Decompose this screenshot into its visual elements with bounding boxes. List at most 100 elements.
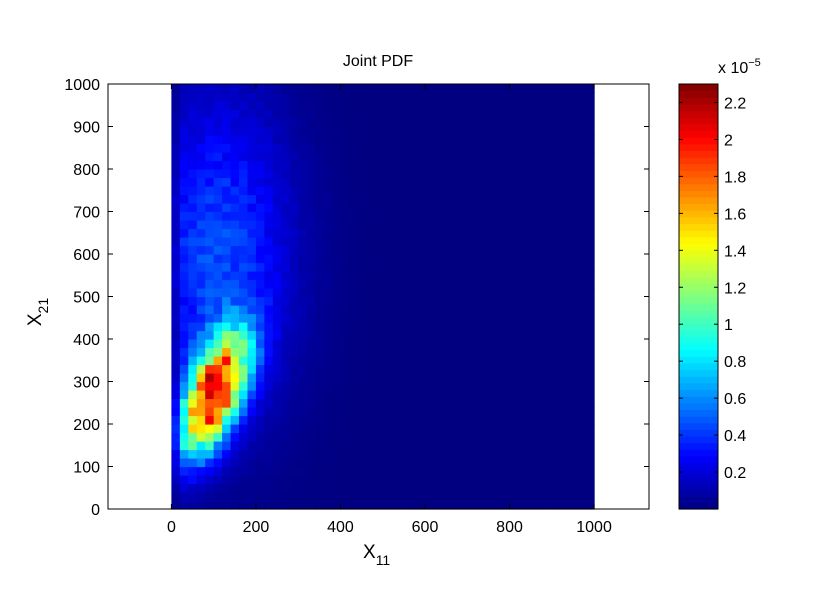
heatmap-cell (306, 313, 316, 323)
heatmap-cell (323, 228, 333, 238)
heatmap-cell (239, 330, 249, 340)
heatmap-cell (399, 305, 409, 315)
heatmap-cell (501, 483, 511, 493)
heatmap-cell (458, 466, 468, 476)
heatmap-cell (568, 339, 578, 349)
heatmap-cell (188, 288, 198, 298)
heatmap-cell (458, 483, 468, 493)
heatmap-cell (492, 466, 502, 476)
heatmap-cell (264, 305, 274, 315)
heatmap-cell (391, 84, 401, 94)
heatmap-cell (416, 347, 426, 357)
heatmap-cell (222, 415, 232, 425)
heatmap-cell (255, 228, 265, 238)
heatmap-cell (484, 381, 494, 391)
heatmap-cell (484, 194, 494, 204)
heatmap-cell (484, 271, 494, 281)
heatmap-cell (281, 415, 291, 425)
heatmap-cell (323, 254, 333, 264)
heatmap-cell (272, 118, 282, 128)
heatmap-cell (315, 424, 325, 434)
heatmap-cell (374, 373, 384, 383)
heatmap-cell (568, 279, 578, 289)
heatmap-cell (543, 424, 553, 434)
heatmap-cell (501, 126, 511, 136)
heatmap-cell (255, 101, 265, 111)
heatmap-cell (357, 203, 367, 213)
heatmap-cell (450, 398, 460, 408)
heatmap-cell (551, 373, 561, 383)
heatmap-cell (543, 475, 553, 485)
heatmap-cell (551, 262, 561, 272)
heatmap-cell (509, 118, 519, 128)
heatmap-cell (205, 101, 215, 111)
heatmap-cell (171, 254, 181, 264)
heatmap-cell (332, 373, 342, 383)
heatmap-cell (188, 135, 198, 145)
heatmap-cell (264, 279, 274, 289)
heatmap-cell (467, 364, 477, 374)
heatmap-cell (568, 118, 578, 128)
heatmap-cell (568, 220, 578, 230)
heatmap-cell (348, 228, 358, 238)
colorbar-step (679, 170, 718, 178)
heatmap-cell (526, 194, 536, 204)
heatmap-cell (458, 458, 468, 468)
heatmap-cell (239, 254, 249, 264)
heatmap-cell (484, 483, 494, 493)
heatmap-cell (239, 220, 249, 230)
heatmap-cell (391, 177, 401, 187)
heatmap-cell (298, 160, 308, 170)
heatmap-cell (264, 228, 274, 238)
heatmap-cell (551, 254, 561, 264)
heatmap-cell (340, 424, 350, 434)
heatmap-cell (357, 186, 367, 196)
heatmap-cell (281, 143, 291, 153)
heatmap-cell (281, 262, 291, 272)
heatmap-cell (450, 373, 460, 383)
heatmap-cell (382, 288, 392, 298)
heatmap-cell (543, 305, 553, 315)
heatmap-cell (458, 288, 468, 298)
heatmap-cell (484, 415, 494, 425)
heatmap-cell (517, 169, 528, 179)
heatmap-cell (272, 432, 282, 442)
heatmap-cell (475, 84, 485, 94)
heatmap-cell (551, 245, 561, 255)
heatmap-cell (475, 500, 485, 510)
heatmap-cell (484, 432, 494, 442)
heatmap-cell (382, 101, 392, 111)
heatmap-cell (365, 245, 375, 255)
heatmap-cell (441, 296, 451, 306)
heatmap-cell (188, 305, 198, 315)
heatmap-cell (458, 492, 468, 502)
heatmap-cell (517, 186, 528, 196)
heatmap-cell (298, 262, 308, 272)
heatmap-cell (433, 432, 443, 442)
heatmap-cell (365, 424, 375, 434)
heatmap-cell (264, 466, 274, 476)
heatmap-cell (365, 288, 375, 298)
x-tick-label: 400 (327, 519, 354, 536)
heatmap-cell (323, 194, 333, 204)
heatmap-cell (424, 407, 435, 417)
heatmap-cell (450, 186, 460, 196)
heatmap-cell (534, 169, 544, 179)
heatmap-cell (526, 262, 536, 272)
heatmap-cell (272, 381, 282, 391)
heatmap-cell (433, 220, 443, 230)
heatmap-cell (196, 245, 206, 255)
heatmap-cell (171, 237, 181, 247)
heatmap-cell (171, 194, 181, 204)
heatmap-cell (509, 271, 519, 281)
heatmap-cell (391, 118, 401, 128)
heatmap-cell (391, 492, 401, 502)
heatmap-cell (450, 356, 460, 366)
heatmap-cell (382, 109, 392, 119)
heatmap-cell (441, 432, 451, 442)
heatmap-cell (179, 186, 189, 196)
heatmap-cell (543, 373, 553, 383)
heatmap-cell (416, 339, 426, 349)
heatmap-cell (441, 177, 451, 187)
heatmap-cell (416, 500, 426, 510)
